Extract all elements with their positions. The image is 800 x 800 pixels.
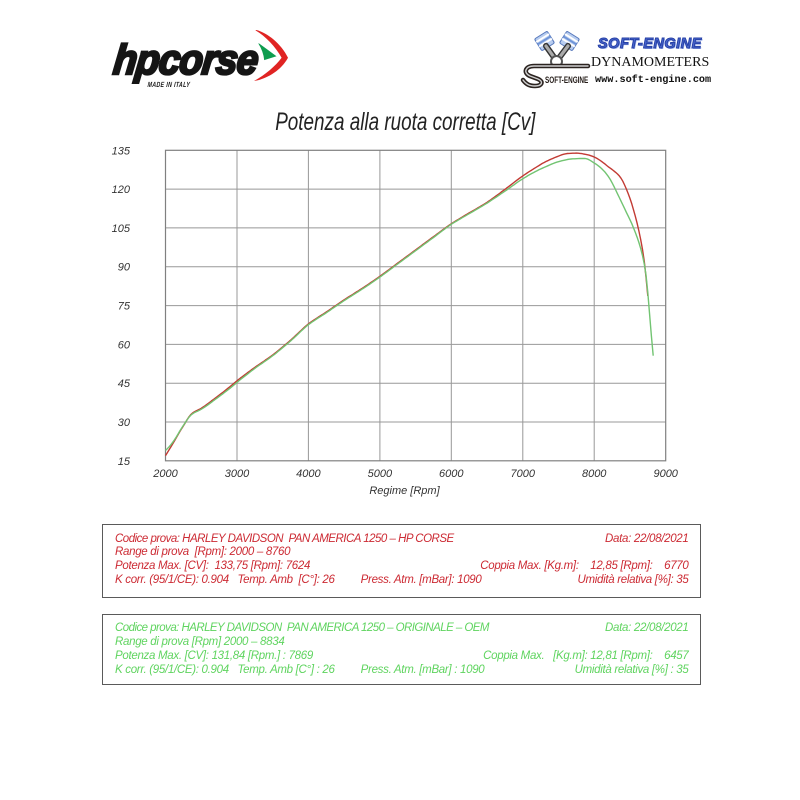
- svg-text:90: 90: [118, 262, 131, 274]
- svg-text:105: 105: [112, 223, 131, 235]
- svg-text:Regime [Rpm]: Regime [Rpm]: [369, 485, 440, 497]
- svg-text:15: 15: [118, 456, 131, 468]
- svg-text:7000: 7000: [511, 468, 536, 480]
- svg-text:120: 120: [112, 184, 131, 196]
- svg-text:4000: 4000: [296, 468, 321, 480]
- svg-text:5000: 5000: [368, 468, 393, 480]
- svg-text:2000: 2000: [152, 468, 178, 480]
- svg-text:60: 60: [118, 339, 131, 351]
- svg-text:8000: 8000: [582, 468, 607, 480]
- svg-text:9000: 9000: [653, 468, 678, 480]
- svg-text:3000: 3000: [225, 468, 250, 480]
- svg-text:45: 45: [118, 378, 131, 390]
- svg-text:75: 75: [118, 301, 131, 313]
- svg-text:6000: 6000: [439, 468, 464, 480]
- svg-text:30: 30: [118, 417, 131, 429]
- svg-text:135: 135: [112, 145, 131, 157]
